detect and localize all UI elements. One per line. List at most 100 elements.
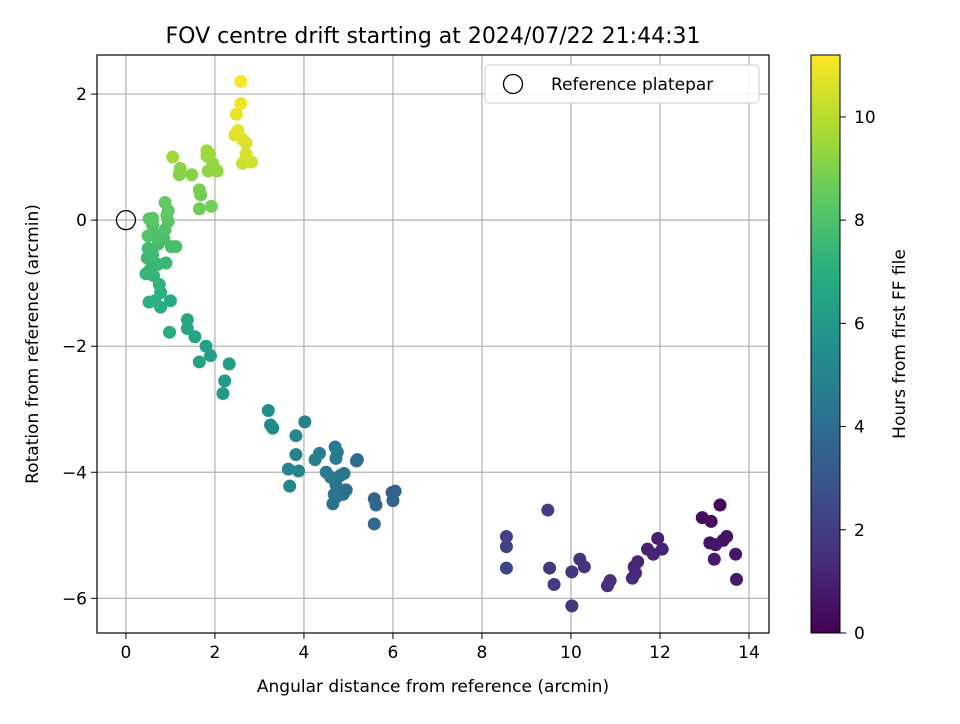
data-point (349, 454, 363, 468)
data-point (146, 211, 160, 225)
plot-frame (96, 54, 770, 634)
data-point (319, 465, 333, 479)
data-point (730, 572, 744, 586)
data-point (292, 464, 306, 478)
legend-marker-icon (502, 73, 524, 95)
colorbar-tick-label: 4 (854, 418, 865, 438)
data-point (199, 339, 213, 353)
data-point (261, 403, 275, 417)
data-point (141, 242, 155, 256)
data-point (625, 571, 639, 585)
data-point (646, 547, 660, 561)
x-tick-label: 14 (738, 643, 760, 663)
colorbar-label: Hours from first FF file (890, 249, 910, 439)
y-tick-label: 2 (76, 85, 87, 105)
chart-title: FOV centre drift starting at 2024/07/22 … (166, 24, 701, 49)
data-point (547, 577, 561, 591)
colorbar-tick-label: 8 (854, 211, 865, 231)
data-point (281, 462, 295, 476)
data-point (180, 313, 194, 327)
data-point (308, 453, 322, 467)
data-point (729, 547, 743, 561)
data-point (577, 560, 591, 574)
x-tick-label: 8 (477, 643, 488, 663)
data-point (713, 498, 727, 512)
y-tick-label: −6 (62, 589, 87, 609)
data-point (709, 538, 723, 552)
y-axis-label: Rotation from reference (arcmin) (23, 204, 43, 484)
data-point (565, 599, 579, 613)
colorbar-tick-label: 0 (854, 624, 865, 644)
data-point (216, 386, 230, 400)
data-point (386, 494, 400, 508)
colorbar-gradient (810, 54, 841, 634)
data-point (192, 183, 206, 197)
y-tick-label: 0 (76, 211, 87, 231)
data-point (333, 468, 347, 482)
data-point (159, 256, 173, 270)
data-point (192, 355, 206, 369)
data-point (222, 357, 236, 371)
data-point (264, 418, 278, 432)
x-tick-label: 12 (649, 643, 671, 663)
data-point (192, 202, 206, 216)
y-axis-ticks: −6 −4 −2 0 2 (62, 85, 97, 609)
data-point (543, 561, 557, 575)
data-point (541, 503, 555, 517)
data-point (142, 295, 156, 309)
x-axis-ticks: 0 2 4 6 8 10 12 14 (121, 633, 760, 663)
y-tick-label: −2 (62, 337, 87, 357)
grid-lines (97, 55, 769, 633)
data-point (651, 531, 665, 545)
data-point (173, 161, 187, 175)
x-tick-label: 2 (210, 643, 221, 663)
data-point (158, 195, 172, 209)
data-point (234, 97, 248, 111)
data-point (188, 330, 202, 344)
data-point (218, 374, 232, 388)
x-tick-label: 0 (121, 643, 132, 663)
data-point (289, 429, 303, 443)
data-point (163, 294, 177, 308)
data-points (139, 74, 744, 613)
data-point (367, 517, 381, 531)
reference-platepar-marker (115, 209, 137, 231)
data-point (298, 415, 312, 429)
legend: Reference platepar (484, 64, 760, 104)
data-point (283, 479, 297, 493)
data-point (239, 147, 253, 161)
reference-marker-layer (115, 209, 137, 231)
data-point (499, 540, 513, 554)
data-point (204, 199, 218, 213)
x-tick-label: 10 (560, 643, 582, 663)
colorbar-ticks: 0 2 4 6 8 10 (840, 108, 876, 644)
x-tick-label: 4 (299, 643, 310, 663)
data-point (200, 144, 214, 158)
x-tick-label: 6 (388, 643, 399, 663)
colorbar: 0 2 4 6 8 10 Hours from first FF file (810, 54, 910, 644)
data-point (704, 514, 718, 528)
colorbar-tick-label: 10 (854, 108, 876, 128)
legend-entry-reference-platepar: Reference platepar (551, 75, 713, 95)
data-point (499, 530, 513, 544)
colorbar-tick-label: 2 (854, 521, 865, 541)
data-point (499, 561, 513, 575)
colorbar-tick-label: 6 (854, 314, 865, 334)
data-point (141, 229, 155, 243)
data-point (369, 498, 383, 512)
data-point (169, 240, 183, 254)
x-axis-label: Angular distance from reference (arcmin) (257, 677, 609, 697)
data-point (600, 579, 614, 593)
data-point (185, 168, 199, 182)
legend-box (484, 64, 760, 104)
data-point (565, 565, 579, 579)
data-point (166, 150, 180, 164)
y-tick-label: −4 (62, 463, 87, 483)
data-point (229, 107, 243, 121)
data-point (231, 124, 245, 138)
data-point (289, 448, 303, 462)
data-point (707, 552, 721, 566)
data-point (163, 325, 177, 339)
